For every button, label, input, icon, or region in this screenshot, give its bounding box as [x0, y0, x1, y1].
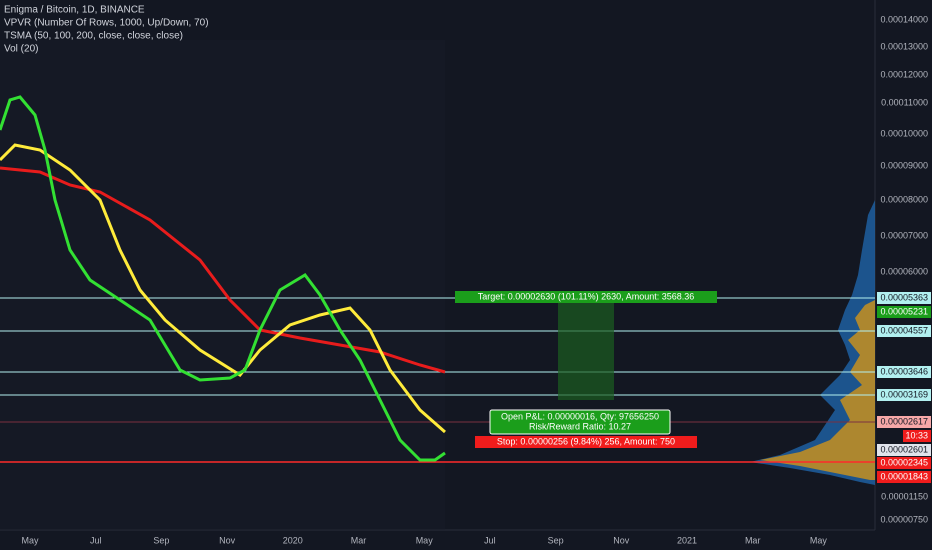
price-label-box — [877, 325, 931, 337]
candle-area — [0, 40, 445, 530]
price-label: 0.00001150 — [881, 491, 928, 501]
price-label: 0.00004557 — [880, 325, 928, 335]
time-label: 2020 — [283, 535, 303, 545]
price-label: 0.00003169 — [880, 389, 928, 399]
price-label-box — [877, 366, 931, 378]
price-label: 0.00012000 — [880, 69, 928, 79]
price-label: 0.00006000 — [880, 266, 928, 276]
header: Enigma / Bitcoin, 1D, BINANCE VPVR (Numbe… — [4, 5, 209, 55]
stop-label-box — [475, 436, 697, 448]
price-label: 0.00005363 — [880, 292, 928, 302]
profit-zone — [558, 298, 614, 400]
price-label-box — [877, 292, 931, 304]
price-label-box — [877, 457, 931, 469]
price-label: 0.00014000 — [880, 14, 928, 24]
price-label-box — [877, 471, 931, 483]
ma-yellow — [0, 143, 446, 434]
pnl-label: Open P&L: 0.00000016, Qty: 97656250 — [501, 411, 659, 421]
price-label: 0.00001843 — [880, 471, 928, 481]
volume-profile — [750, 200, 875, 485]
price-label: 10:33 — [905, 430, 928, 440]
time-label: Jul — [484, 535, 496, 545]
time-label: May — [416, 535, 434, 545]
time-axis: May Jul Sep Nov 2020 Mar May Jul Sep Nov 2021 Mar Ma… — [21, 535, 827, 545]
price-label: 0.00008000 — [880, 194, 928, 204]
price-label: 0.00000750 — [880, 514, 928, 524]
time-label: Jul — [90, 535, 102, 545]
price-label-box — [877, 389, 931, 401]
header-line: TSMA (50, 100, 200, close, close, close) — [4, 31, 183, 42]
time-label: Nov — [613, 535, 630, 545]
ma-green — [0, 95, 446, 462]
header-line: VPVR (Number Of Rows, 1000, Up/Down, 70) — [4, 18, 209, 29]
price-label: 0.00007000 — [880, 230, 928, 240]
price-label: 0.00011000 — [881, 97, 928, 107]
time-label: Sep — [548, 535, 564, 545]
time-label: Mar — [351, 535, 367, 545]
time-label: May — [21, 535, 39, 545]
price-label: 0.00005231 — [880, 306, 928, 316]
header-line: Enigma / Bitcoin, 1D, BINANCE — [4, 5, 145, 16]
price-label: 0.00003646 — [880, 366, 928, 376]
volume-profile — [760, 300, 875, 480]
price-label: 0.00002617 — [880, 416, 928, 426]
price-label-box — [903, 430, 931, 442]
price-label: 0.00002345 — [880, 457, 928, 467]
time-label: Sep — [153, 535, 169, 545]
price-label: 0.00002601 — [880, 444, 928, 454]
price-label-box — [877, 444, 931, 456]
target-label-box — [455, 291, 717, 303]
price-label-box — [877, 416, 931, 428]
time-label: Mar — [745, 535, 761, 545]
price-axis: 0.00014000 0.00013000 0.00012000 0.00011000… — [877, 14, 931, 524]
pnl-box — [489, 409, 671, 435]
time-label: 2021 — [677, 535, 697, 545]
price-label-box — [877, 306, 931, 318]
price-label: 0.00013000 — [880, 41, 928, 51]
stop-label: Stop: 0.00000256 (9.84%) 256, Amount: 75… — [497, 436, 675, 446]
price-label: 0.00010000 — [880, 128, 928, 138]
time-label: May — [810, 535, 828, 545]
price-label: 0.00009000 — [880, 160, 928, 170]
time-label: Nov — [219, 535, 236, 545]
target-label: Target: 0.00002630 (101.11%) 2630, Amoun… — [478, 291, 695, 301]
ratio-label: Risk/Reward Ratio: 10.27 — [529, 421, 631, 431]
header-line: Vol (20) — [4, 44, 38, 55]
